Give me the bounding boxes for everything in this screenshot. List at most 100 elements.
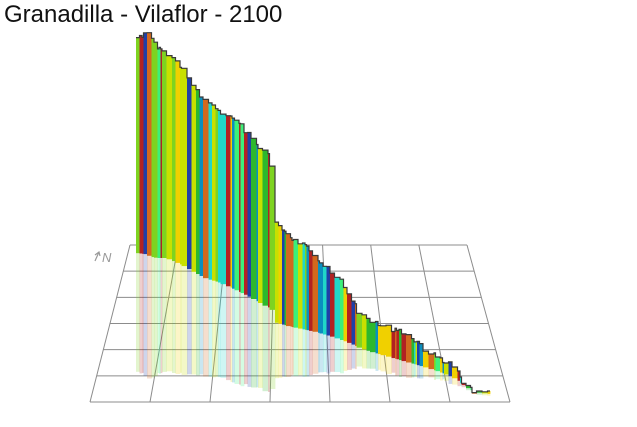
north-arrow-icon (94, 250, 101, 262)
profile-strip (282, 230, 285, 325)
reflection-strip (334, 338, 341, 372)
profile-strip (414, 341, 416, 365)
profile-strip (482, 391, 488, 394)
reflection-strip (251, 299, 257, 388)
profile-strip (268, 153, 270, 308)
reflection-strip (396, 359, 400, 376)
reflection-strip (487, 393, 491, 396)
profile-strip (191, 85, 197, 272)
reflection-strip (196, 274, 200, 376)
reflection-strip (269, 309, 276, 389)
reflection-strip (318, 332, 320, 373)
reflection-strip (395, 358, 397, 376)
profile-strip (411, 338, 415, 364)
profile-strip (423, 351, 429, 368)
profile-strip (240, 123, 245, 294)
reflection-strip (461, 385, 467, 388)
profile-strip (323, 266, 327, 335)
reflection-strip (298, 328, 303, 376)
reflection-strip (159, 258, 161, 374)
profile-strip (380, 325, 387, 356)
reflection-strip (136, 253, 140, 372)
profile-strip (218, 110, 221, 283)
profile-strip (166, 55, 173, 260)
reflection-strip (351, 344, 356, 369)
grid-line (370, 244, 391, 403)
profile-strip (395, 328, 397, 359)
reflection-strip (305, 329, 307, 377)
profile-strip (251, 138, 257, 299)
profile-strip (440, 357, 443, 373)
reflection-strip (142, 253, 144, 373)
profile-strip (157, 48, 160, 259)
reflection-strip (175, 262, 181, 374)
reflection-strip (160, 258, 163, 374)
grid-line (149, 244, 179, 403)
profile-strip (298, 243, 303, 329)
reflection-strip (355, 345, 357, 370)
reflection-strip (309, 330, 313, 375)
reflection-strip (326, 335, 331, 374)
reflection-strip (356, 347, 363, 367)
profile-strip (318, 260, 320, 333)
reflection-strip (466, 388, 471, 391)
profile-strip (159, 47, 161, 259)
profile-strip (247, 132, 252, 297)
profile-strip (391, 331, 396, 359)
profile-strip (151, 38, 155, 258)
reflection-strip (435, 371, 441, 380)
reflection-strip (399, 360, 402, 377)
reflection-strip (284, 325, 287, 377)
reflection-strip (187, 269, 192, 375)
reflection-strip (347, 342, 352, 370)
profile-strip (457, 371, 461, 381)
profile-strip (452, 367, 458, 379)
reflection-strip (419, 366, 424, 379)
north-label: N (102, 250, 112, 265)
profile-strip (239, 123, 241, 292)
profile-strip (292, 240, 294, 328)
reflection-strip (476, 392, 483, 395)
profile-strip (476, 391, 483, 393)
reflection-strip (234, 290, 240, 384)
reflection-strip (191, 271, 197, 375)
reflection-strip (292, 327, 294, 375)
profile-strip (230, 116, 233, 288)
profile-strip (355, 303, 357, 346)
reflection-strip (370, 352, 376, 369)
reflection-strip (442, 373, 445, 380)
reflection-strip (482, 393, 488, 396)
reflection-strip (306, 330, 310, 377)
profile-strip (356, 313, 363, 348)
profile-strip (428, 354, 435, 370)
reflection-strip (440, 372, 443, 381)
profile-strip (435, 357, 441, 372)
reflection-strip (215, 281, 219, 377)
profile-strip (180, 67, 182, 265)
profile-outline (136, 32, 490, 394)
profile-strip (199, 97, 204, 276)
reflection-strip (208, 279, 213, 377)
profile-strip (302, 243, 306, 330)
reflection-strip (302, 329, 306, 377)
reflection-strip (378, 354, 381, 370)
reflection-strip (444, 374, 449, 381)
profile-strip (444, 363, 449, 375)
profile-strip (319, 262, 324, 334)
reflection-strip (386, 356, 392, 375)
reflection-strip (460, 382, 462, 386)
profile-strip (256, 144, 259, 302)
reflection-strip (411, 363, 415, 378)
reflection-strip (240, 293, 245, 387)
reflection-strip (181, 266, 188, 375)
profile-strip (232, 118, 235, 289)
profile-strip (269, 166, 276, 310)
profile-strip (396, 330, 400, 360)
profile-strip (306, 246, 310, 331)
profile-strip (309, 250, 313, 331)
profile-strip (160, 48, 163, 258)
profile-strip (208, 102, 213, 280)
reflection-strip (166, 259, 173, 372)
grid-line (466, 244, 511, 403)
